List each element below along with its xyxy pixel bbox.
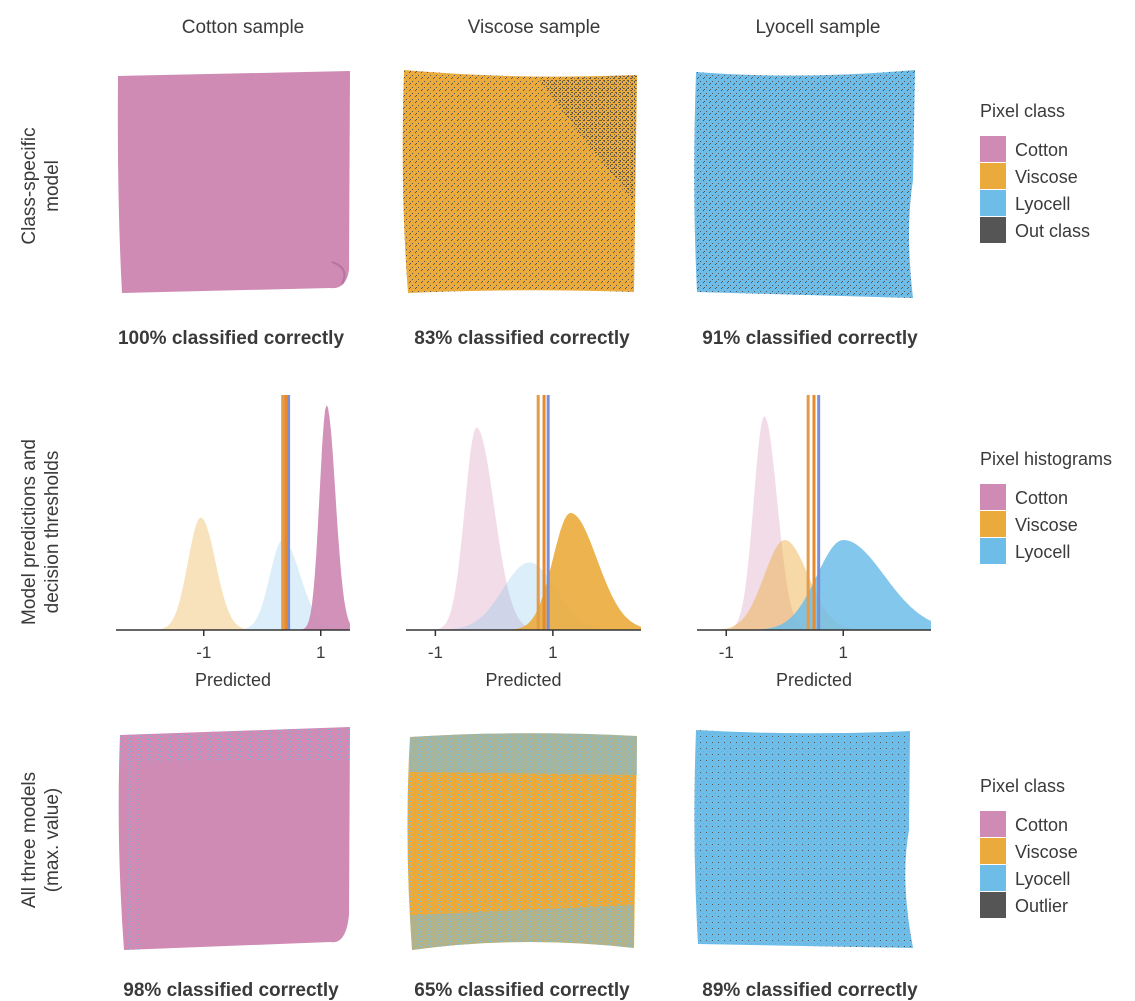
legend-label-lyocell: Lyocell <box>1015 869 1070 889</box>
legend-label-viscose: Viscose <box>1015 167 1078 187</box>
column-title-cotton: Cotton sample <box>182 17 305 38</box>
caption-cotton-all-three: 98% classified correctly <box>123 980 339 1001</box>
fabric-image-viscose-class-specific <box>402 70 637 293</box>
histogram-panel-viscose: -1 1 Predicted <box>406 395 641 690</box>
legend-swatch-outlier <box>980 892 1006 918</box>
legend-label-cotton: Cotton <box>1015 815 1068 835</box>
legend-swatch-out-class <box>980 217 1006 243</box>
histogram-panel-lyocell: -1 1 Predicted <box>697 395 931 690</box>
row-label-histograms-1: Model predictions and <box>19 439 40 625</box>
legend-pixel-class-bottom: Pixel class Cotton Viscose Lyocell Outli… <box>980 776 1078 918</box>
column-title-lyocell: Lyocell sample <box>756 17 881 38</box>
legend-label-viscose: Viscose <box>1015 515 1078 535</box>
histogram-area-cotton <box>406 427 641 630</box>
caption-lyocell-all-three: 89% classified correctly <box>702 980 918 1001</box>
legend-label-cotton: Cotton <box>1015 140 1068 160</box>
legend-swatch-lyocell <box>980 190 1006 216</box>
legend-swatch-lyocell <box>980 865 1006 891</box>
column-title-viscose: Viscose sample <box>468 17 601 38</box>
legend-title: Pixel histograms <box>980 449 1112 469</box>
caption-lyocell-class-specific: 91% classified correctly <box>702 328 918 349</box>
legend-label-lyocell: Lyocell <box>1015 194 1070 214</box>
legend-pixel-histograms: Pixel histograms Cotton Viscose Lyocell <box>980 449 1112 564</box>
fabric-image-viscose-all-three <box>407 733 637 950</box>
row-label-histograms-2: decision thresholds <box>42 451 63 614</box>
row-label-all-three-1: All three models <box>19 772 40 908</box>
fabric-image-lyocell-class-specific <box>694 70 915 298</box>
legend-label-lyocell: Lyocell <box>1015 542 1070 562</box>
legend-title: Pixel class <box>980 101 1065 121</box>
legend-label-outlier: Outlier <box>1015 896 1068 916</box>
fabric-image-lyocell-all-three <box>694 730 913 948</box>
legend-swatch-viscose <box>980 838 1006 864</box>
x-tick-label: -1 <box>428 643 443 662</box>
x-axis-label: Predicted <box>776 670 852 690</box>
legend-label-cotton: Cotton <box>1015 488 1068 508</box>
histogram-panel-cotton: -1 1 Predicted <box>116 395 350 690</box>
row-label-class-specific-2: model <box>42 160 63 212</box>
x-tick-label: 1 <box>839 643 848 662</box>
histogram-area-viscose <box>406 513 641 630</box>
histogram-area-viscose <box>697 540 931 630</box>
histogram-area-lyocell <box>406 562 641 630</box>
x-tick-label: 1 <box>548 643 557 662</box>
x-tick-label: -1 <box>719 643 734 662</box>
legend-pixel-class-top: Pixel class Cotton Viscose Lyocell Out c… <box>980 101 1090 243</box>
caption-cotton-class-specific: 100% classified correctly <box>118 328 344 349</box>
histogram-area-cotton <box>697 416 931 630</box>
legend-swatch-cotton <box>980 811 1006 837</box>
caption-viscose-all-three: 65% classified correctly <box>414 980 630 1001</box>
legend-label-out-class: Out class <box>1015 221 1090 241</box>
legend-swatch-viscose <box>980 511 1006 537</box>
fabric-image-cotton-all-three <box>118 727 351 950</box>
legend-swatch-cotton <box>980 136 1006 162</box>
histogram-area-cotton <box>116 405 350 630</box>
row-label-all-three-2: (max. value) <box>42 788 63 893</box>
x-tick-label: 1 <box>316 643 325 662</box>
histogram-area-lyocell <box>116 540 350 630</box>
legend-label-viscose: Viscose <box>1015 842 1078 862</box>
legend-swatch-cotton <box>980 484 1006 510</box>
x-axis-label: Predicted <box>485 670 561 690</box>
legend-swatch-lyocell <box>980 538 1006 564</box>
fabric-image-cotton-class-specific <box>117 71 350 293</box>
x-axis-label: Predicted <box>195 670 271 690</box>
legend-title: Pixel class <box>980 776 1065 796</box>
row-label-class-specific-1: Class-specific <box>19 127 40 244</box>
legend-swatch-viscose <box>980 163 1006 189</box>
x-tick-label: -1 <box>196 643 211 662</box>
caption-viscose-class-specific: 83% classified correctly <box>414 328 630 349</box>
